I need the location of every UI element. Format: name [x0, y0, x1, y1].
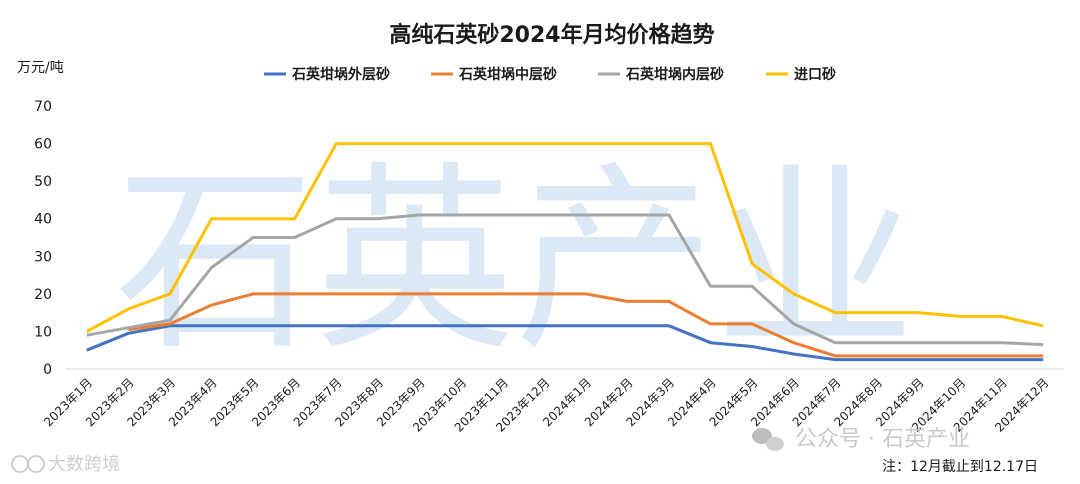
copyright-logo-icon	[11, 455, 45, 473]
y-axis-unit: 万元/吨	[17, 60, 64, 76]
y-tick-label: 10	[34, 324, 52, 340]
legend: 石英坩埚外层砂 石英坩埚中层砂 石英坩埚内层砂 进口砂	[264, 66, 836, 83]
legend-label-2: 石英坩埚内层砂	[625, 66, 724, 83]
y-tick-label: 30	[34, 249, 52, 265]
legend-label-1: 石英坩埚中层砂	[458, 66, 557, 83]
wechat-icon	[752, 428, 784, 451]
series-lines	[86, 142, 1044, 362]
footnote: 注：12月截止到12.17日	[882, 459, 1038, 475]
y-tick-label: 50	[34, 174, 52, 190]
y-tick-label: 60	[34, 137, 52, 153]
y-tick-label: 0	[43, 362, 52, 378]
watermark-copyright: 大数跨境	[48, 454, 120, 475]
y-tick-label: 70	[34, 99, 52, 115]
y-axis-ticks: 0 10 20 30 40 50 60 70	[34, 99, 52, 378]
x-axis-ticks: 2023年1月2023年2月2023年3月2023年4月2023年5月2023年…	[41, 375, 1051, 434]
watermark-account: 公众号 · 石英产业	[795, 427, 970, 452]
series-line-1	[128, 292, 1044, 358]
y-tick-label: 40	[34, 212, 52, 228]
series-line-2	[86, 213, 1044, 347]
legend-label-3: 进口砂	[794, 66, 836, 83]
legend-label-0: 石英坩埚外层砂	[291, 66, 390, 83]
series-line-0	[86, 324, 1044, 362]
chart-title: 高纯石英砂2024年月均价格趋势	[389, 22, 714, 48]
y-tick-label: 20	[34, 287, 52, 303]
series-line-3	[86, 142, 1044, 333]
watermark-text: 石英产业	[115, 145, 915, 378]
